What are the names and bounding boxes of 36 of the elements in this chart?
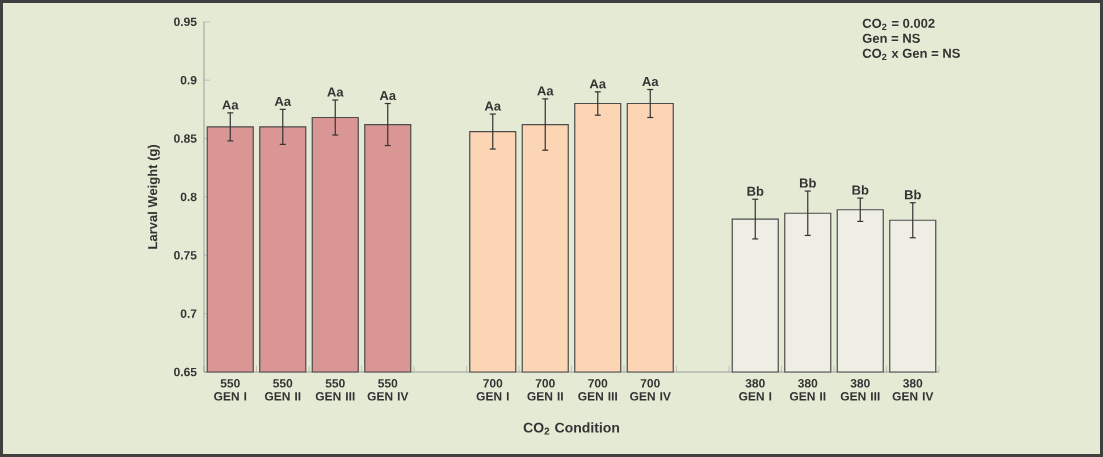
x-axis-title: CO$_{2}$ Condition <box>523 422 620 435</box>
x-tick-label: 550 GEN IV <box>367 379 409 401</box>
x-tick-label: 700 GEN III <box>578 379 617 401</box>
annotation: Aa <box>327 87 344 97</box>
y-tick-label: 0.75 <box>174 251 197 260</box>
x-tick-label: 380 GEN I <box>739 379 772 401</box>
annotation: CO$_{2}$ = 0.002 <box>862 18 935 30</box>
annotation: Aa <box>222 100 239 110</box>
x-tick-label: 380 GEN III <box>840 379 880 401</box>
x-tick-label: 380 GEN II <box>789 379 826 401</box>
annotation: Gen = NS <box>862 33 920 43</box>
x-tick-label: 700 GEN II <box>527 379 563 401</box>
y-tick-label: 0.95 <box>174 17 197 27</box>
annotation: Bb <box>852 185 869 195</box>
y-tick-label: 0.7 <box>180 309 197 318</box>
y-axis-title: Larval Weight (g) <box>147 144 160 249</box>
x-tick-label: 550 GEN II <box>264 379 301 401</box>
annotation: Aa <box>642 77 659 87</box>
annotation: Aa <box>274 96 292 106</box>
x-tick-label: 700 GEN I <box>476 379 509 401</box>
x-tick-label: 550 GEN I <box>214 379 247 401</box>
annotation: Bb <box>747 186 764 196</box>
annotation: Aa <box>379 91 397 101</box>
y-tick-label: 0.9 <box>180 75 197 85</box>
annotation: Aa <box>537 86 554 96</box>
annotation: Aa <box>589 79 607 89</box>
y-tick-label: 0.65 <box>174 367 197 377</box>
annotation: CO$_{2}$ x Gen = NS <box>862 48 960 60</box>
x-tick-label: 700 GEN IV <box>630 379 671 401</box>
annotation: Bb <box>799 178 816 188</box>
x-tick-label: 380 GEN IV <box>892 379 934 401</box>
x-tick-label: 550 GEN III <box>315 379 355 401</box>
y-tick-label: 0.85 <box>174 134 197 143</box>
y-tick-label: 0.8 <box>180 192 197 202</box>
annotation: Bb <box>904 189 921 200</box>
annotation: Aa <box>484 101 502 111</box>
